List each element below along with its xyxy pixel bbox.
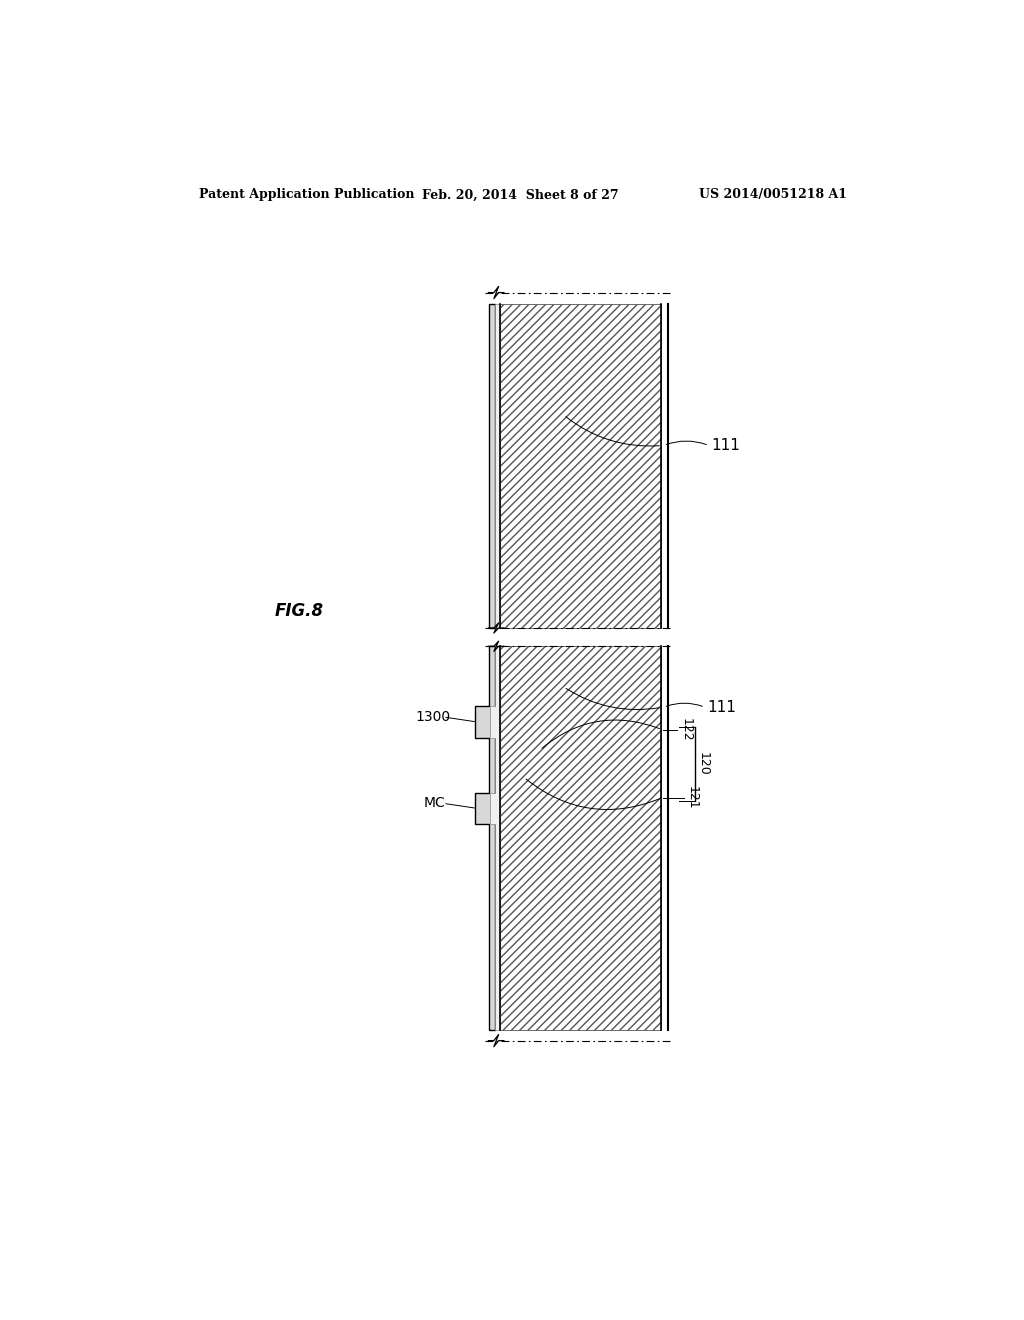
- Text: 111: 111: [712, 438, 740, 453]
- Bar: [496, 304, 500, 628]
- Text: 1300: 1300: [416, 710, 451, 723]
- Text: Patent Application Publication: Patent Application Publication: [200, 189, 415, 202]
- Text: 122: 122: [680, 718, 692, 742]
- Text: US 2014/0051218 A1: US 2014/0051218 A1: [699, 189, 848, 202]
- Text: MC: MC: [423, 796, 445, 810]
- Text: 111: 111: [708, 700, 736, 714]
- Polygon shape: [490, 647, 500, 1031]
- Text: FIG.8: FIG.8: [274, 602, 324, 619]
- Bar: [500, 647, 662, 1031]
- Text: Feb. 20, 2014  Sheet 8 of 27: Feb. 20, 2014 Sheet 8 of 27: [422, 189, 618, 202]
- FancyArrowPatch shape: [526, 779, 659, 809]
- FancyArrowPatch shape: [566, 417, 659, 446]
- Text: 121: 121: [686, 785, 699, 809]
- Polygon shape: [475, 647, 496, 1031]
- Bar: [489, 304, 496, 628]
- Bar: [500, 304, 662, 628]
- FancyArrowPatch shape: [566, 689, 659, 710]
- Text: 120: 120: [697, 752, 710, 776]
- FancyArrowPatch shape: [542, 719, 659, 748]
